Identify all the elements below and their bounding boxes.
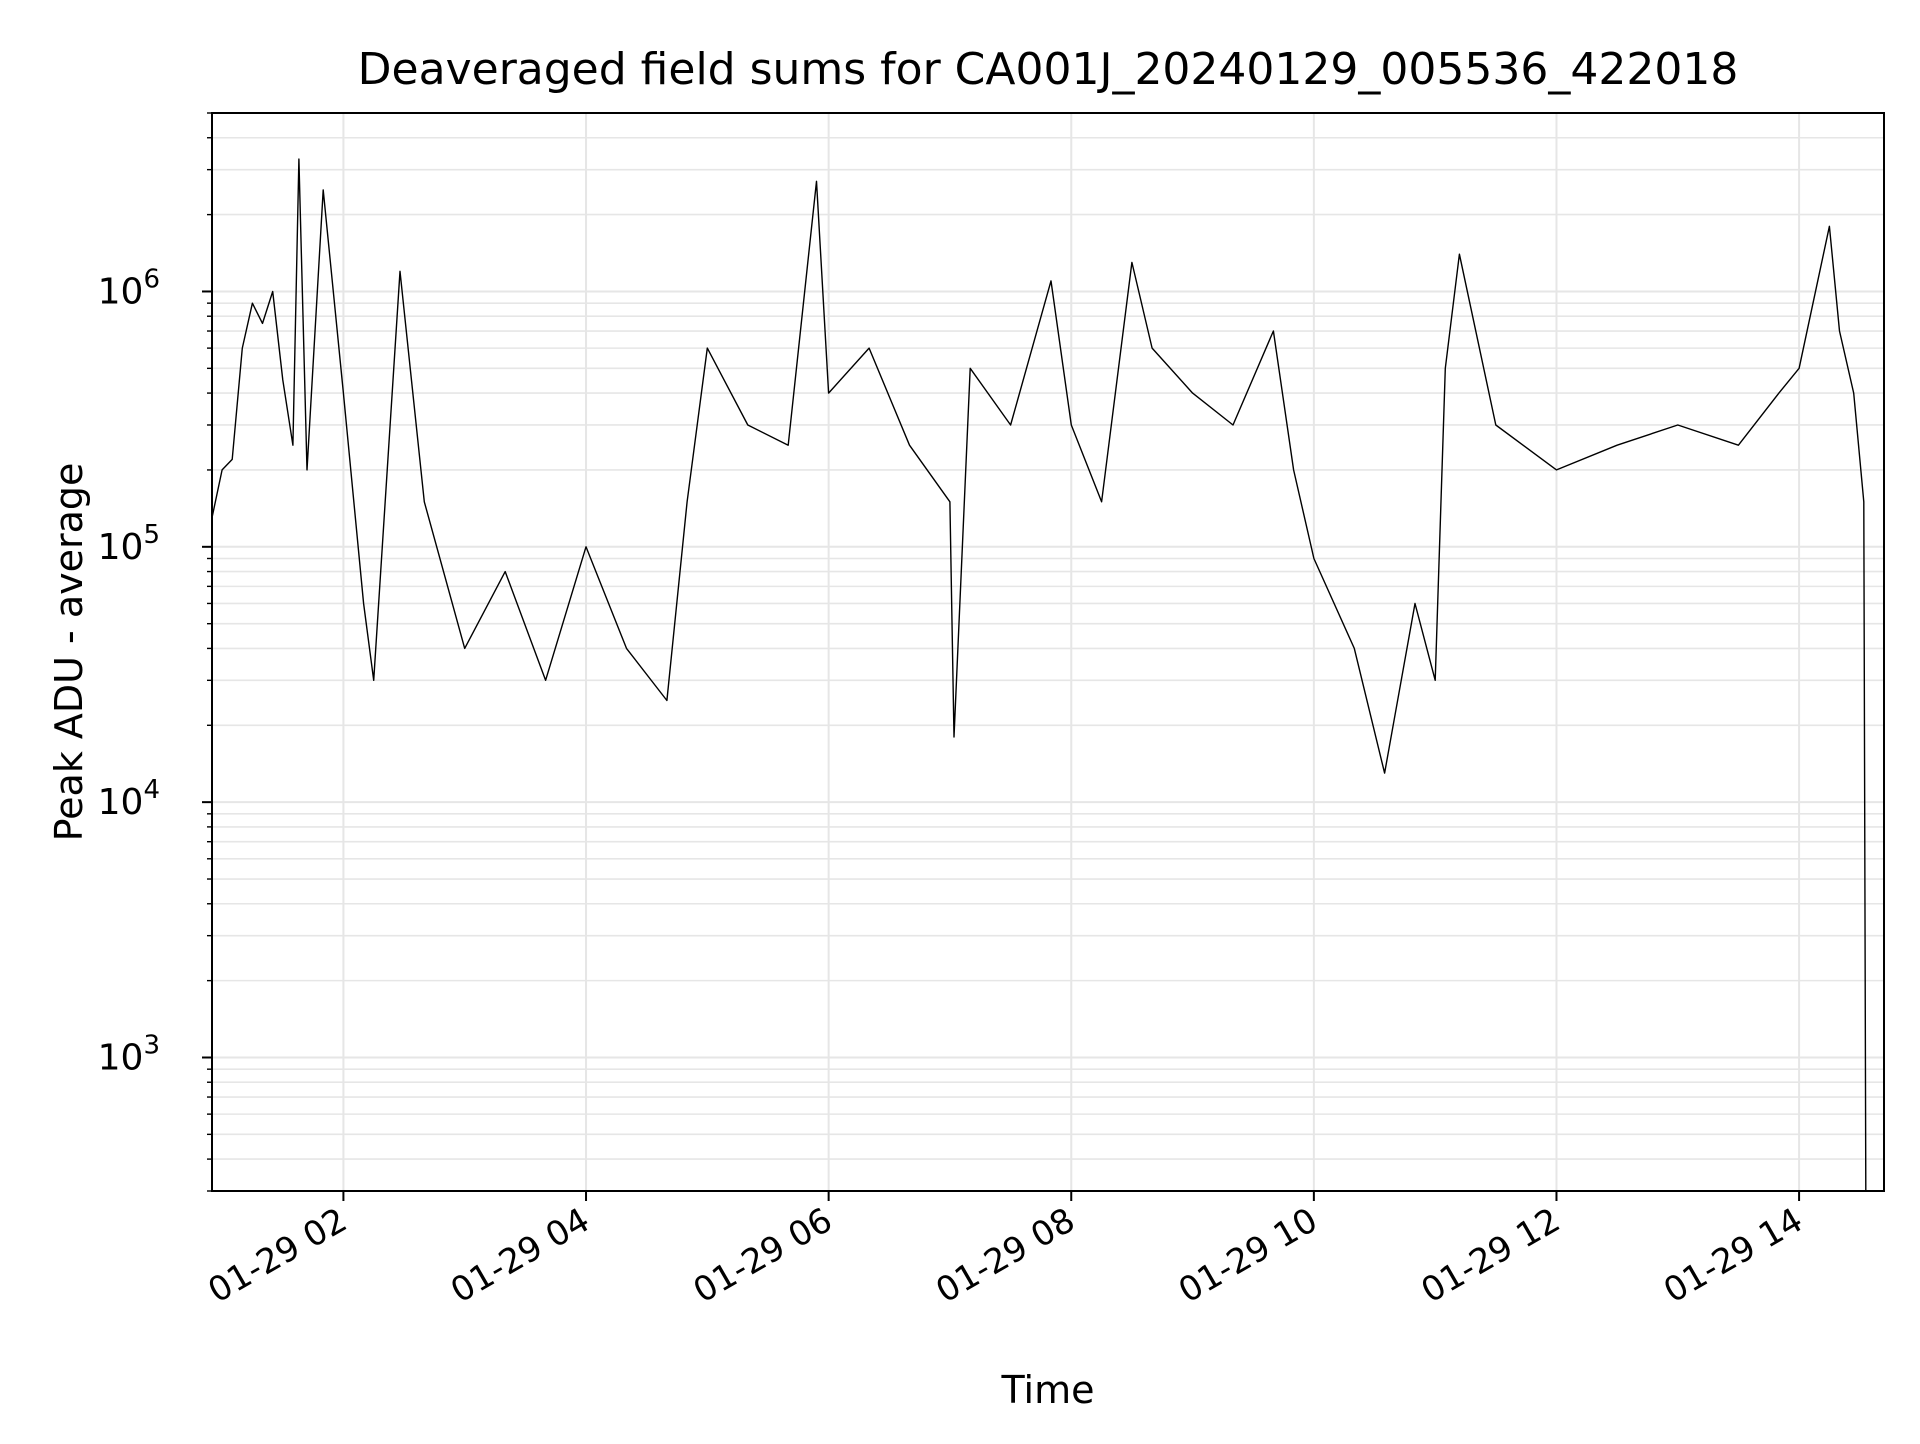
series-layer bbox=[211, 158, 1867, 1192]
plot-frame bbox=[211, 112, 1885, 1192]
y-tick-exponent: 6 bbox=[143, 264, 160, 294]
chart-title: Deaveraged field sums for CA001J_2024012… bbox=[358, 44, 1739, 95]
x-tick-label: 01-29 04 bbox=[444, 1200, 596, 1311]
x-tick-label: 01-29 12 bbox=[1415, 1200, 1567, 1311]
series-line bbox=[211, 158, 1867, 1192]
y-tick-exponent: 3 bbox=[143, 1030, 160, 1060]
x-axis-label: Time bbox=[1001, 1368, 1095, 1412]
x-tick-label: 01-29 06 bbox=[687, 1200, 839, 1311]
x-tick-label: 01-29 10 bbox=[1172, 1200, 1324, 1311]
x-tick-label: 01-29 14 bbox=[1657, 1200, 1809, 1311]
y-tick-exponent: 4 bbox=[143, 775, 160, 805]
y-tick-label: 103 bbox=[98, 1030, 160, 1078]
grid-layer bbox=[212, 112, 1884, 1192]
x-tick-label: 01-29 08 bbox=[929, 1200, 1081, 1311]
y-axis-label: Peak ADU - average bbox=[47, 463, 91, 842]
y-tick-exponent: 5 bbox=[143, 520, 160, 550]
y-tick-label: 104 bbox=[98, 775, 160, 823]
y-tick-label: 105 bbox=[98, 520, 160, 568]
y-tick-label: 106 bbox=[98, 264, 160, 312]
x-tick-label: 01-29 02 bbox=[202, 1200, 354, 1311]
